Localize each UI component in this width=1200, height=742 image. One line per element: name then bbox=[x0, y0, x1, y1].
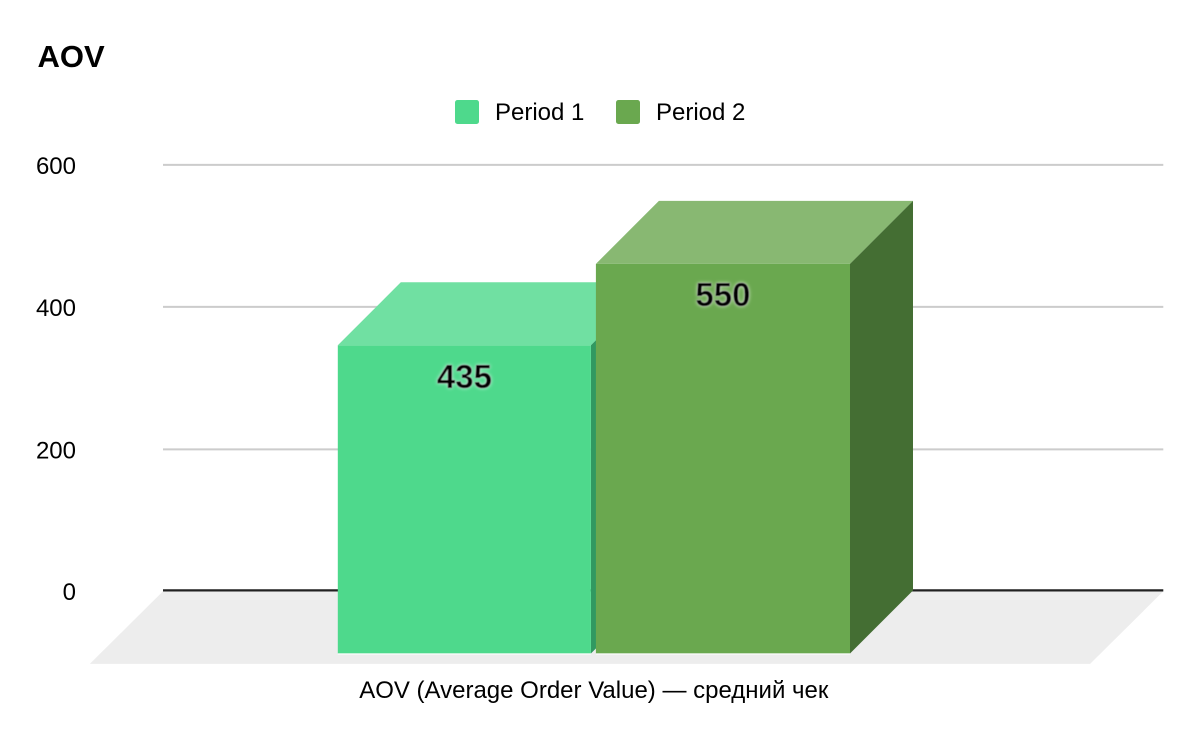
svg-text:Period 1: Period 1 bbox=[495, 99, 584, 126]
svg-text:435: 435 bbox=[437, 358, 492, 395]
svg-text:200: 200 bbox=[36, 438, 76, 465]
svg-text:550: 550 bbox=[695, 276, 750, 313]
svg-text:AOV (Average Order Value) — ср: AOV (Average Order Value) — средний чек bbox=[359, 677, 829, 704]
svg-text:400: 400 bbox=[36, 295, 76, 322]
svg-text:AOV: AOV bbox=[38, 39, 106, 74]
svg-text:Period 2: Period 2 bbox=[656, 99, 745, 126]
svg-text:600: 600 bbox=[36, 153, 76, 180]
svg-text:0: 0 bbox=[63, 579, 76, 606]
